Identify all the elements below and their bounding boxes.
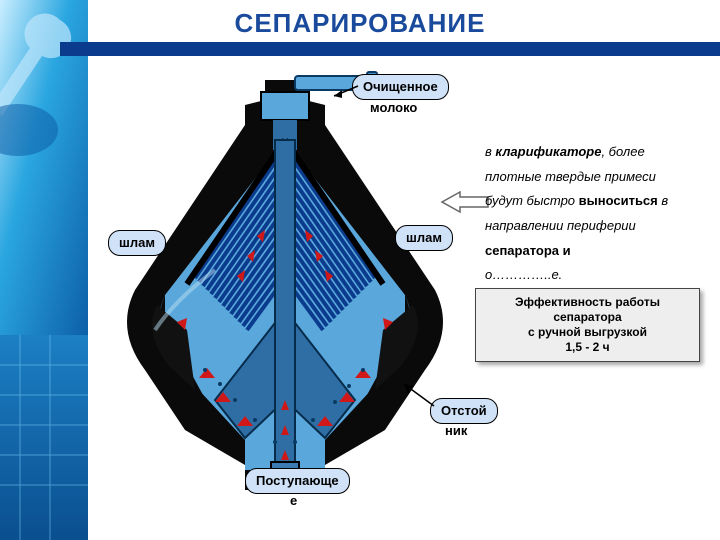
pointer-clean bbox=[330, 80, 360, 100]
page-title: СЕПАРИРОВАНИЕ bbox=[0, 8, 720, 39]
desc-3a: будут быстро bbox=[485, 193, 579, 208]
desc-1b: кларификаторе bbox=[495, 144, 601, 159]
callout-slime-right-label: шлам bbox=[406, 230, 442, 245]
info-line4: 1,5 - 2 ч bbox=[484, 340, 691, 355]
page: СЕПАРИРОВАНИЕ bbox=[0, 0, 720, 540]
info-line1: Эффективность работы bbox=[484, 295, 691, 310]
callout-inlet-sub: е bbox=[290, 493, 297, 508]
callout-sediment-label: Отстой bbox=[441, 403, 487, 418]
callout-slime-right: шлам bbox=[395, 225, 453, 251]
callout-clean-label: Очищенное bbox=[363, 79, 438, 94]
efficiency-info-box: Эффективность работы сепаратора с ручной… bbox=[475, 288, 700, 362]
desc-5: сепаратора и bbox=[485, 243, 571, 258]
arrow-left-icon bbox=[440, 190, 490, 214]
callout-clean-sub: молоко bbox=[370, 100, 417, 115]
desc-2: плотные твердые примеси bbox=[485, 169, 656, 184]
callout-inlet: Поступающе bbox=[245, 468, 350, 494]
desc-1a: в bbox=[485, 144, 495, 159]
left-decorative-panel bbox=[0, 0, 88, 540]
callout-clean-milk: Очищенное bbox=[352, 74, 449, 100]
callout-slime-left: шлам bbox=[108, 230, 166, 256]
callout-slime-left-label: шлам bbox=[119, 235, 155, 250]
desc-3c: в bbox=[658, 193, 668, 208]
desc-1c: , более bbox=[601, 144, 644, 159]
separator-diagram bbox=[95, 70, 475, 490]
separator-svg bbox=[95, 70, 475, 490]
desc-4: направлении периферии bbox=[485, 218, 636, 233]
title-underline-bar bbox=[60, 42, 720, 56]
callout-sediment-sub: ник bbox=[445, 423, 467, 438]
desc-6: о…………..е. bbox=[485, 267, 562, 282]
wrench-art bbox=[0, 0, 88, 540]
description-text: в кларификаторе, более плотные твердые п… bbox=[485, 140, 705, 288]
callout-inlet-label: Поступающе bbox=[256, 473, 339, 488]
info-line2: сепаратора bbox=[484, 310, 691, 325]
callout-sediment: Отстой bbox=[430, 398, 498, 424]
pointer-sediment bbox=[398, 378, 438, 412]
desc-3b: выноситься bbox=[579, 193, 658, 208]
title-text: СЕПАРИРОВАНИЕ bbox=[235, 8, 486, 38]
info-line3: с ручной выгрузкой bbox=[484, 325, 691, 340]
